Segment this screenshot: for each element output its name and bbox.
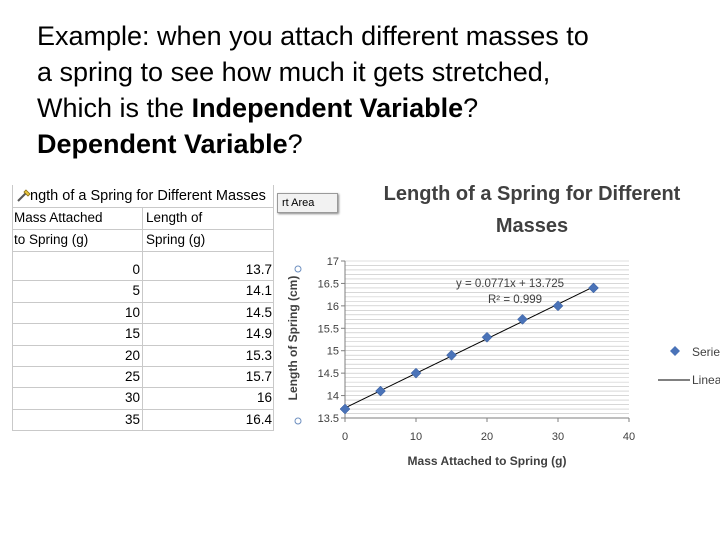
length-cell[interactable]: 13.7 (245, 262, 272, 277)
y-tick-label: 16.5 (318, 278, 339, 290)
length-cell[interactable]: 14.5 (245, 304, 272, 320)
slide-line-4: Dependent Variable? (37, 126, 697, 162)
y-tick-label: 16 (327, 301, 339, 313)
data-point (588, 282, 599, 294)
trendline (344, 286, 594, 409)
dependent-variable-label: Dependent Variable (37, 129, 288, 159)
table-row[interactable]: 30 16 (12, 387, 274, 410)
slide-line-4-post: ? (287, 129, 303, 159)
header-row-1[interactable]: Mass Attached Length of (12, 207, 274, 230)
mass-cell[interactable]: 30 (124, 390, 140, 406)
chart-tool-icon (17, 189, 31, 202)
slide-line-3: Which is the Independent Variable? (37, 90, 697, 126)
length-cell[interactable]: 14.1 (245, 283, 272, 299)
slide-line-3-pre: Which is the (37, 93, 192, 123)
spreadsheet[interactable]: ngth of a Spring for Different Masses Ma… (12, 185, 274, 432)
x-tick-label: 0 (342, 431, 348, 443)
chart-title-line-2: Masses (496, 215, 568, 237)
y-axis-label: Length of Spring (cm) (286, 276, 300, 401)
y-tick-label: 17 (327, 256, 339, 268)
legend-trendline-label: Linea (692, 373, 720, 387)
x-tick-label: 30 (552, 431, 564, 443)
table-row[interactable]: 15 14.9 (12, 323, 274, 346)
x-tick-label: 20 (481, 431, 493, 443)
data-point (552, 300, 564, 312)
y-tick-label: 14 (327, 391, 339, 403)
col-a-header-1: Mass Attached (14, 210, 103, 225)
table-row[interactable]: 10 14.5 (12, 302, 274, 325)
chart-area-tooltip: rt Area (277, 193, 338, 213)
data-point (410, 367, 422, 379)
data-point (481, 331, 493, 343)
slide-line-2: a spring to see how much it gets stretch… (37, 57, 551, 87)
col-b-header-1: Length of (146, 210, 203, 225)
table-row[interactable]: 20 15.3 (12, 345, 274, 367)
y-tick-label: 13.5 (318, 413, 339, 425)
chart-handle-bottom[interactable] (294, 417, 302, 425)
table-row[interactable]: 0 13.7 (12, 259, 274, 282)
legend-series-marker (670, 346, 680, 356)
sheet-title-row[interactable]: ngth of a Spring for Different Masses (12, 185, 274, 208)
length-cell[interactable]: 16 (256, 390, 272, 406)
y-tick-label: 15 (327, 346, 339, 358)
x-axis-label: Mass Attached to Spring (g) (408, 454, 567, 468)
mass-cell[interactable]: 25 (124, 369, 140, 384)
sheet-title: ngth of a Spring for Different Masses (30, 188, 266, 204)
legend-series-label: Serie (692, 345, 720, 359)
y-tick-label: 15.5 (318, 323, 339, 335)
slide-line-3-post: ? (463, 93, 479, 123)
mass-cell[interactable]: 15 (124, 326, 140, 342)
independent-variable-label: Independent Variable (191, 93, 464, 123)
col-a-header-2: to Spring (g) (14, 232, 89, 247)
col-b-header-2: Spring (g) (146, 232, 206, 247)
table-row[interactable]: 25 15.7 (12, 366, 274, 389)
plot-area: 13.5 14 14.5 15 15.5 16 16.5 17 0 10 20 30 40 (318, 256, 636, 443)
table-row[interactable]: 5 14.1 (12, 280, 274, 303)
data-point (339, 403, 351, 415)
mass-cell[interactable]: 0 (132, 262, 140, 277)
length-cell[interactable]: 15.7 (245, 369, 272, 384)
mass-cell[interactable]: 5 (132, 283, 140, 299)
length-cell[interactable]: 14.9 (245, 326, 272, 342)
mass-cell[interactable]: 35 (124, 411, 140, 427)
slide-text: Example: when you attach different masse… (37, 18, 697, 162)
slide-line-1: Example: when you attach different masse… (37, 21, 589, 51)
y-tick-label: 14.5 (318, 368, 339, 380)
chart-title-line-1: Length of a Spring for Different (384, 183, 681, 205)
r-squared-label: R² = 0.999 (488, 294, 542, 306)
data-point (446, 349, 457, 361)
header-row-2[interactable]: to Spring (g) Spring (g) (12, 229, 274, 252)
chart-handle-top[interactable] (294, 265, 302, 273)
mass-cell[interactable]: 10 (124, 304, 140, 320)
data-point (517, 313, 528, 325)
trendline-equation: y = 0.0771x + 13.725 (456, 278, 564, 290)
column-divider (142, 207, 143, 430)
x-tick-label: 10 (410, 431, 422, 443)
data-point (375, 385, 386, 397)
legend[interactable]: Serie Linea (658, 345, 720, 387)
length-cell[interactable]: 16.4 (245, 411, 272, 427)
mass-cell[interactable]: 20 (124, 347, 140, 363)
x-tick-label: 40 (623, 431, 635, 443)
length-cell[interactable]: 15.3 (245, 347, 272, 363)
